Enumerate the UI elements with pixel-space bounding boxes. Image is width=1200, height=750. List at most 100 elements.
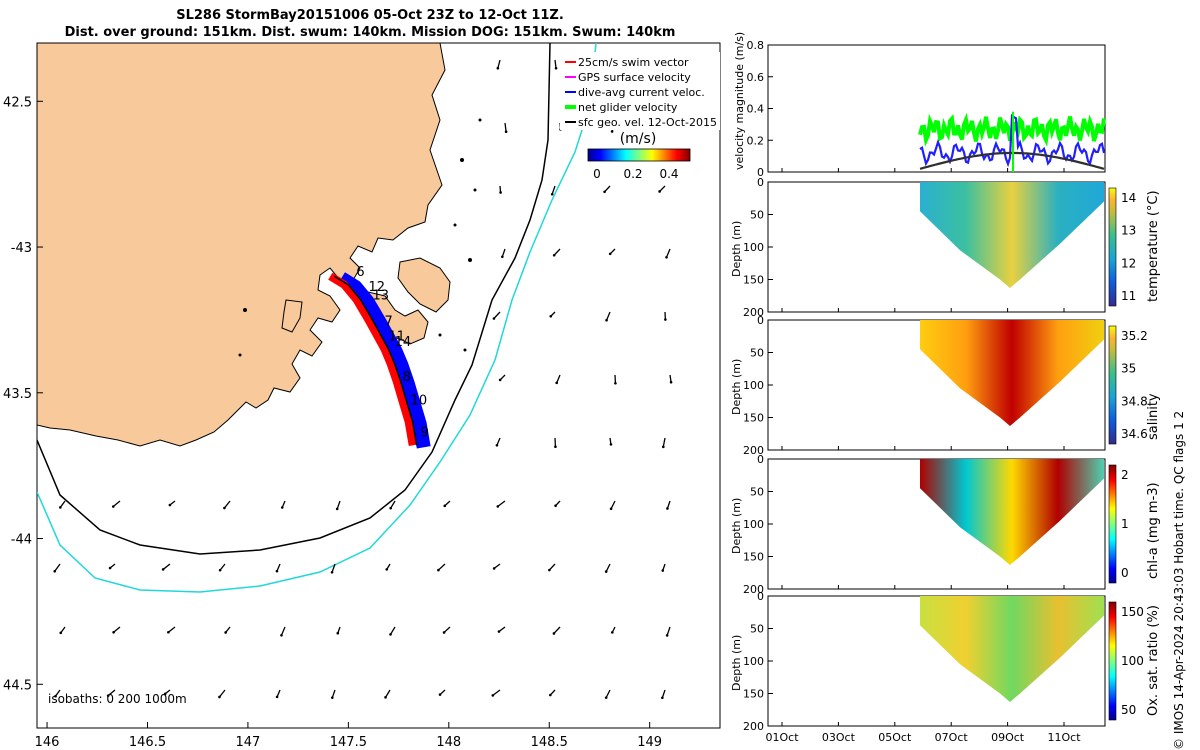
geo-velocity-arrowhead: [224, 631, 227, 634]
geo-velocity-arrowhead: [608, 252, 612, 256]
geo-velocity-arrowhead: [275, 569, 279, 573]
geo-velocity-arrowhead: [59, 506, 62, 509]
geo-velocity-arrow: [390, 500, 396, 509]
geo-velocity-arrowhead: [330, 696, 334, 699]
section-fill: [920, 182, 1104, 288]
map-xtick-label: 148: [436, 735, 461, 750]
depth-label: Depth (m): [730, 221, 743, 277]
bruny-island: [281, 299, 303, 333]
map-xtick-label: 147: [236, 735, 261, 750]
geo-velocity-arrowhead: [501, 255, 504, 259]
geo-velocity-arrowhead: [552, 632, 556, 635]
section-panel-1: 0 50 100 150 200 Depth (m) 34.6 34.8 35 35.2 salin…: [730, 314, 1161, 457]
day-label: 8: [403, 370, 411, 385]
colorbar-tick-1: 0.2: [623, 167, 642, 181]
geo-velocity-arrowhead: [218, 695, 221, 699]
depth-tick-label: 200: [743, 306, 764, 319]
geo-velocity-arrowhead: [665, 634, 669, 637]
geo-velocity-arrowhead: [112, 630, 115, 634]
depth-tick-label: 0: [757, 590, 764, 603]
colorbar-tick-0: 0: [593, 167, 601, 181]
geo-velocity-arrow: [666, 500, 671, 509]
day-label: 6: [356, 265, 364, 280]
geo-velocity-arrowhead: [661, 445, 665, 449]
geo-velocity-arrowhead: [223, 506, 226, 510]
geo-velocity-arrow: [553, 248, 561, 256]
legend-net: net glider velocity: [578, 101, 678, 114]
colorbar-tick-label: 50: [1121, 703, 1136, 717]
colorbar-tick-label: 35.2: [1121, 329, 1148, 343]
geo-velocity-arrow: [554, 59, 557, 69]
depth-tick-label: 50: [750, 623, 764, 636]
vel-ylabel: velocity magnitude (m/s): [733, 32, 746, 170]
isobath-1000m: [37, 43, 597, 593]
geo-velocity-arrow: [331, 689, 336, 698]
geo-velocity-arrowhead: [504, 130, 508, 133]
day-label: 9: [421, 426, 429, 441]
geo-velocity-arrow: [107, 689, 116, 697]
legend-geo: sfc geo. vel. 12-Oct-2015: [578, 116, 717, 129]
geo-velocity-arrow: [336, 500, 341, 510]
day-label: 14: [395, 335, 412, 350]
vel-ytick-label: 0.2: [747, 134, 765, 147]
geo-velocity-arrowhead: [443, 504, 447, 508]
geo-velocity-arrowhead: [53, 569, 57, 573]
geo-velocity-arrowhead: [438, 693, 442, 696]
geo-velocity-arrowhead: [389, 633, 392, 636]
geo-velocity-arrowhead: [280, 633, 283, 637]
geo-velocity-arrow: [551, 185, 556, 195]
geo-velocity-arrowhead: [554, 445, 557, 449]
depth-label: Depth (m): [730, 635, 743, 691]
vel-ytick-label: 0: [757, 166, 764, 179]
geo-velocity-arrow: [604, 185, 611, 193]
geo-velocity-arrowhead: [498, 378, 502, 382]
colorbar-tick-label: 14: [1121, 191, 1136, 205]
figure-title: SL286 StormBay20151006 05-Oct 23Z to 12-…: [176, 8, 564, 23]
glider-track: [328, 272, 431, 449]
geo-velocity-arrowhead: [554, 66, 558, 70]
section-colorbar: [1108, 187, 1117, 307]
forestier-peninsula: [397, 257, 451, 313]
geo-velocity-arrowhead: [161, 568, 165, 571]
geo-velocity-arrow: [223, 500, 231, 509]
map-xtick-label: 149: [637, 735, 662, 750]
geo-velocity-arrow: [605, 563, 611, 572]
section-colorbar-label: chl-a (mg m-3): [1146, 482, 1161, 579]
vel-ytick-label: 0.6: [747, 71, 765, 84]
geo-velocity-arrowhead: [496, 505, 500, 508]
section-colorbar: [1108, 325, 1117, 445]
geo-velocity-arrow: [556, 374, 561, 384]
geo-velocity-arrowhead: [552, 253, 556, 257]
date-tick-label: 09Oct: [991, 731, 1025, 744]
map-ytick-label: 42.5: [3, 95, 32, 110]
geo-velocity-arrow: [605, 689, 611, 698]
section-panel-2: 0 50 100 150 200 Depth (m) 0 1 2 chl-a (mg m-3): [730, 453, 1161, 596]
colorbar-tick-label: 35: [1121, 362, 1136, 376]
geo-velocity-arrowhead: [275, 695, 279, 699]
geo-velocity-arrowhead: [603, 190, 606, 194]
date-tick-label: 11Oct: [1047, 731, 1081, 744]
geo-velocity-arrowhead: [666, 507, 669, 510]
date-tick-label: 07Oct: [935, 731, 969, 744]
geo-velocity-arrowhead: [492, 317, 496, 320]
geo-velocity-arrow: [384, 689, 391, 698]
geo-velocity-arrow: [610, 500, 616, 510]
geo-velocity-arrowhead: [330, 570, 334, 574]
depth-tick-label: 150: [743, 551, 764, 564]
geo-velocity-arrowhead: [106, 694, 110, 697]
geo-velocity-arrow: [113, 626, 121, 633]
geo-velocity-arrow: [493, 311, 501, 319]
geo-velocity-arrow: [548, 563, 556, 571]
day-label: 11: [389, 329, 406, 344]
geo-velocity-arrow: [662, 437, 666, 447]
geo-velocity-arrow: [666, 626, 671, 636]
colorbar-tick-label: 1: [1121, 517, 1129, 531]
geo-velocity-arrowhead: [555, 381, 559, 385]
day-label: 10: [411, 393, 428, 408]
depth-tick-label: 200: [743, 583, 764, 596]
speed-colorbar: [587, 148, 691, 162]
section-fill: [920, 320, 1104, 426]
geo-velocity-arrow: [218, 689, 226, 698]
geo-velocity-arrowhead: [549, 314, 553, 318]
legend-gps: GPS surface velocity: [578, 71, 691, 84]
